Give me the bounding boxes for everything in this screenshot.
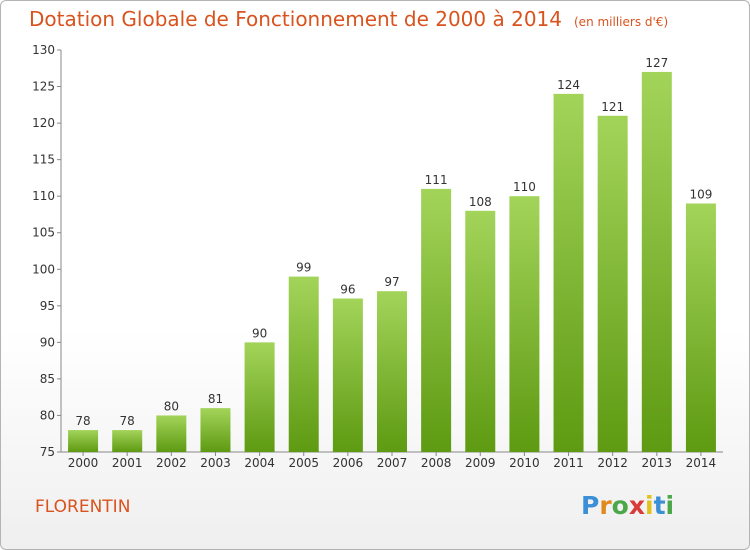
- bar-2004: [244, 342, 275, 452]
- value-label-2010: 110: [513, 180, 536, 194]
- proxiti-logo: Proxiti: [581, 491, 674, 520]
- chart-title: Dotation Globale de Fonctionnement de 20…: [29, 7, 668, 31]
- bar-2013: [641, 71, 672, 452]
- x-tick-label-2008: 2008: [421, 456, 452, 470]
- value-label-2007: 97: [384, 275, 399, 289]
- value-label-2002: 80: [164, 399, 179, 413]
- y-tick-label: 125: [32, 80, 55, 94]
- value-label-2004: 90: [252, 326, 267, 340]
- value-label-2011: 124: [557, 78, 580, 92]
- bar-2014: [685, 203, 716, 452]
- x-tick-label-2000: 2000: [68, 456, 99, 470]
- commune-name: FLORENTIN: [35, 497, 131, 517]
- x-tick-label-2010: 2010: [509, 456, 540, 470]
- x-tick-label-2007: 2007: [377, 456, 408, 470]
- x-tick-label-2004: 2004: [244, 456, 275, 470]
- bar-2002: [156, 415, 187, 452]
- y-tick-label: 85: [40, 372, 55, 386]
- logo-letter: P: [581, 491, 600, 520]
- x-tick-label-2005: 2005: [288, 456, 319, 470]
- x-tick-label-2014: 2014: [686, 456, 717, 470]
- value-label-2014: 109: [689, 187, 712, 201]
- y-tick-label: 115: [32, 153, 55, 167]
- y-tick-label: 80: [40, 408, 55, 422]
- x-tick-label-2012: 2012: [597, 456, 628, 470]
- bar-2007: [377, 291, 407, 452]
- bar-2001: [112, 430, 143, 452]
- bars: [68, 71, 716, 453]
- x-tick-label-2013: 2013: [642, 456, 673, 470]
- x-tick-label-2006: 2006: [333, 456, 364, 470]
- title-main: Dotation Globale de Fonctionnement de 20…: [29, 7, 562, 31]
- bar-2005: [288, 276, 319, 452]
- value-label-2000: 78: [75, 414, 90, 428]
- bar-2006: [332, 298, 363, 452]
- value-label-2013: 127: [645, 56, 668, 70]
- bar-2010: [509, 196, 540, 452]
- x-tick-label-2002: 2002: [156, 456, 187, 470]
- x-tick-label-2001: 2001: [112, 456, 143, 470]
- logo-letter: o: [611, 491, 629, 520]
- bar-2009: [465, 210, 496, 452]
- logo-letter: i: [665, 491, 675, 520]
- y-tick-label: 75: [40, 445, 55, 459]
- logo-letter: r: [599, 491, 612, 520]
- title-unit: (en milliers d'€): [574, 15, 669, 29]
- y-tick-label: 110: [32, 189, 55, 203]
- logo-letter: x: [628, 491, 645, 520]
- value-label-2009: 108: [469, 195, 492, 209]
- bar-2000: [68, 430, 99, 452]
- bar-2012: [597, 115, 628, 453]
- y-axis: 75 80 85 90 95 100 105 110 115 120 125 130: [32, 43, 62, 459]
- value-label-2003: 81: [208, 392, 223, 406]
- y-tick-label: 105: [32, 226, 55, 240]
- bar-2003: [200, 408, 231, 452]
- logo-letter: t: [653, 491, 666, 520]
- y-tick-label: 90: [40, 335, 55, 349]
- x-axis: 2000 2001 2002 2003 2004 2005 2006 2007 2008 2009…: [61, 451, 723, 470]
- value-label-2008: 111: [425, 173, 448, 187]
- x-tick-label-2003: 2003: [200, 456, 231, 470]
- y-tick-label: 95: [40, 299, 55, 313]
- value-label-2006: 96: [340, 283, 355, 297]
- bar-2011: [553, 93, 584, 452]
- x-tick-label-2009: 2009: [465, 456, 496, 470]
- logo-letter: i: [645, 491, 654, 520]
- x-tick-label-2011: 2011: [553, 456, 584, 470]
- y-tick-label: 100: [32, 262, 55, 276]
- y-tick-label: 120: [32, 116, 55, 130]
- y-tick-label: 130: [32, 43, 55, 57]
- value-label-2001: 78: [120, 414, 135, 428]
- value-label-2012: 121: [601, 100, 624, 114]
- value-label-2005: 99: [296, 261, 311, 275]
- data-labels: 78 78 80 81 90 99 96 97 111 108 110 124 121 127 109: [75, 56, 712, 428]
- bar-2008: [421, 188, 452, 452]
